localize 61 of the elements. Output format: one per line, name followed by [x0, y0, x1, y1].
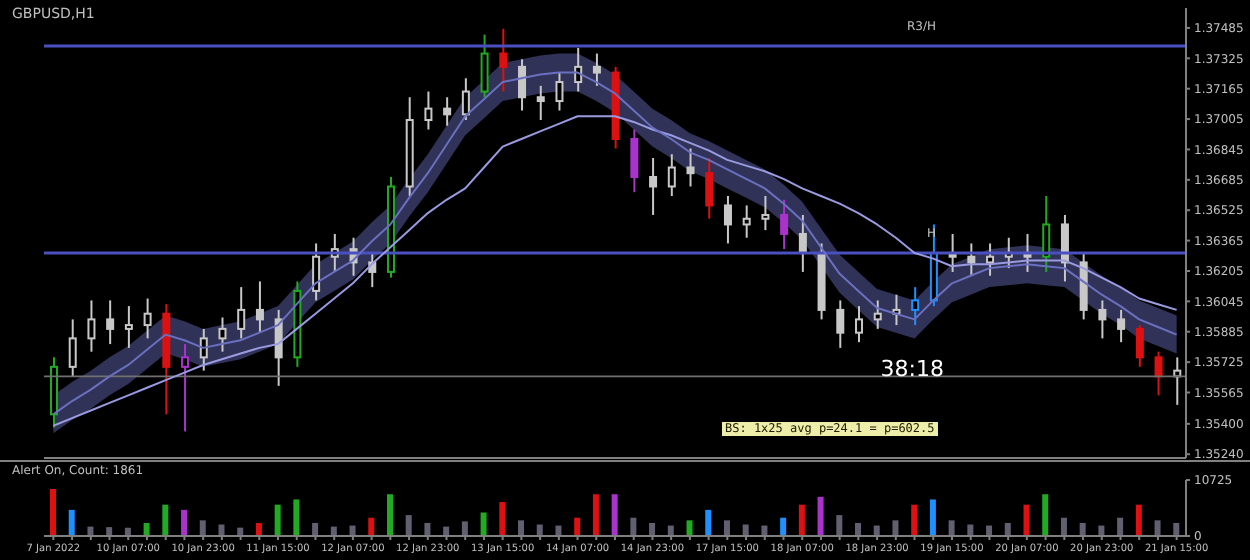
bar [911, 504, 918, 536]
bar [723, 520, 730, 536]
candlestick [518, 58, 527, 112]
bar [50, 489, 56, 536]
candlestick [293, 280, 302, 368]
bar [929, 499, 936, 536]
bar [312, 522, 319, 536]
candlestick [742, 204, 751, 239]
bar [106, 527, 113, 536]
bar [630, 517, 637, 536]
candlestick [87, 299, 96, 353]
bar [480, 512, 487, 536]
bar [293, 499, 300, 536]
bar [780, 517, 787, 536]
candlestick [649, 157, 658, 216]
bar [1060, 517, 1067, 536]
bar [1135, 504, 1142, 536]
bar [199, 520, 206, 536]
bar [892, 520, 899, 536]
bar [1042, 494, 1049, 536]
bar [143, 522, 150, 536]
bar [518, 520, 525, 536]
bar [1154, 520, 1161, 536]
bar [162, 504, 169, 536]
bar [68, 509, 75, 536]
bar [686, 520, 693, 536]
candlestick [499, 27, 508, 93]
bar [255, 522, 262, 536]
bar [499, 502, 506, 536]
bar [611, 494, 618, 536]
bar [405, 515, 412, 536]
bar [181, 509, 188, 536]
bar [817, 496, 824, 536]
bar [368, 517, 375, 536]
bar [461, 521, 468, 536]
candlestick [443, 96, 452, 127]
bar [274, 504, 281, 536]
candlestick [424, 90, 433, 131]
bar [1004, 522, 1011, 536]
annotation: 38:18 [880, 356, 944, 382]
candlestick [611, 65, 620, 150]
candlestick [124, 305, 133, 349]
bar [836, 515, 843, 536]
bar [1023, 504, 1030, 536]
bar [592, 494, 599, 536]
bar [798, 504, 805, 536]
bar [1173, 522, 1180, 536]
bar [705, 509, 712, 536]
line-series [52, 115, 1178, 427]
bar [574, 517, 581, 536]
candlestick [162, 303, 171, 416]
bar [649, 522, 656, 536]
bar [855, 522, 862, 536]
bar [1117, 517, 1124, 536]
candlestick [106, 299, 115, 346]
bar [424, 522, 431, 536]
bar [1079, 522, 1086, 536]
candlestick [1098, 299, 1107, 340]
bar [386, 494, 393, 536]
bar [948, 520, 955, 536]
candlestick [836, 299, 845, 349]
